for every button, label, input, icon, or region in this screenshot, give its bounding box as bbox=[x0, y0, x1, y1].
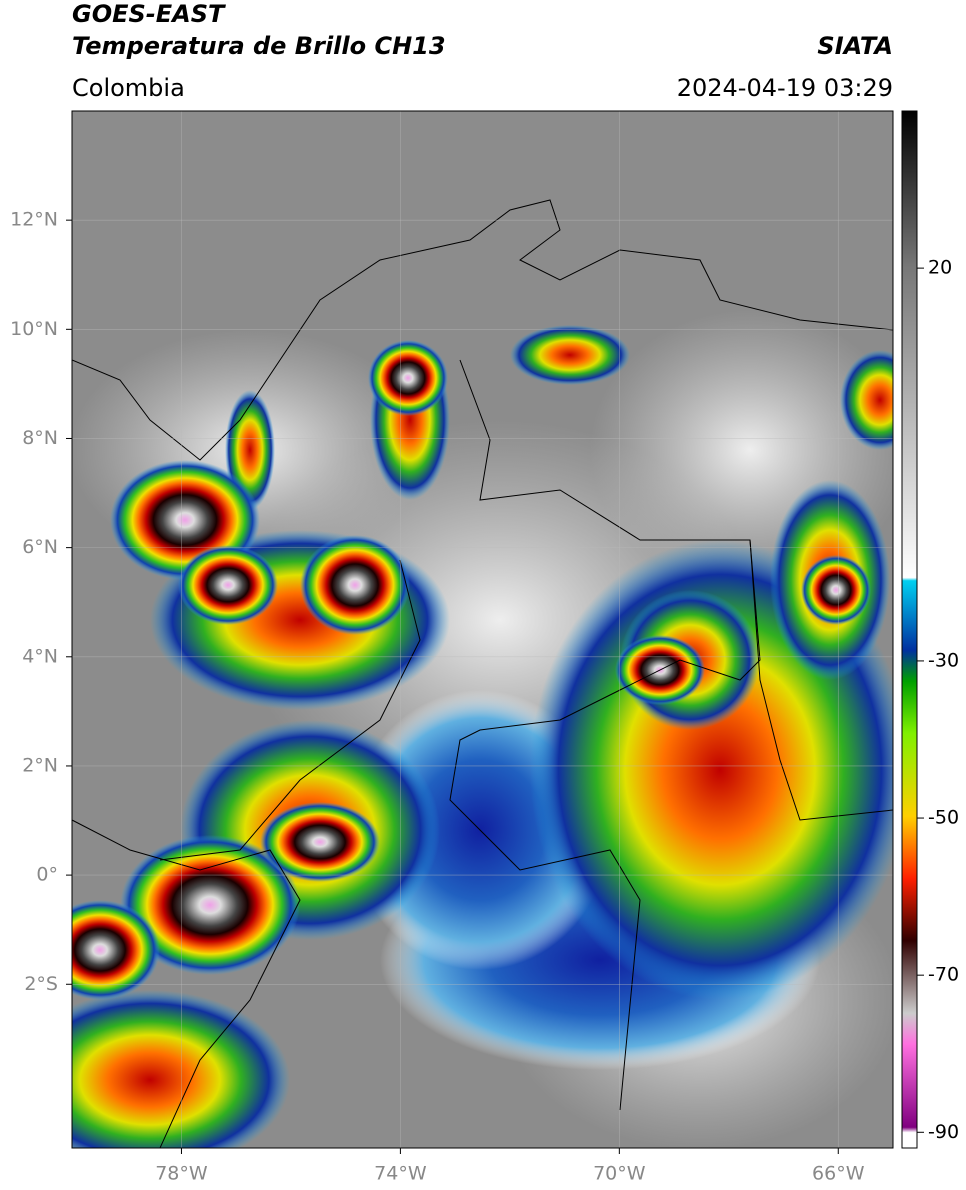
y-tick-label: 0° bbox=[36, 864, 58, 886]
y-tick-label: 2°N bbox=[22, 754, 58, 776]
x-tick-label: 66°W bbox=[812, 1163, 865, 1185]
graticule bbox=[72, 111, 893, 1148]
colorbar-tick-label: 20 bbox=[928, 257, 952, 279]
y-tick-label: 2°S bbox=[24, 973, 58, 995]
title: GOES-EAST bbox=[72, 0, 226, 28]
map-frame bbox=[71, 110, 894, 1149]
x-tick-label: 74°W bbox=[374, 1163, 427, 1185]
colorbar bbox=[901, 110, 918, 1149]
y-tick-label: 8°N bbox=[22, 427, 58, 449]
region: Colombia bbox=[72, 74, 185, 102]
source: SIATA bbox=[817, 32, 893, 60]
satellite-image bbox=[72, 111, 893, 1148]
y-tick-label: 4°N bbox=[22, 645, 58, 667]
datetime: 2024-04-19 03:29 bbox=[677, 74, 893, 102]
x-tick-label: 78°W bbox=[155, 1163, 208, 1185]
colorbar-tick-label: -90 bbox=[928, 1121, 959, 1143]
subtitle: Temperatura de Brillo CH13 bbox=[72, 32, 446, 60]
y-tick-label: 6°N bbox=[22, 536, 58, 558]
colorbar-tick-label: -70 bbox=[928, 964, 959, 986]
y-tick-label: 10°N bbox=[10, 318, 58, 340]
colorbar-tick-label: -30 bbox=[928, 649, 959, 671]
colorbar-tick-label: -50 bbox=[928, 807, 959, 829]
x-tick-label: 70°W bbox=[593, 1163, 646, 1185]
y-tick-label: 12°N bbox=[10, 209, 58, 231]
